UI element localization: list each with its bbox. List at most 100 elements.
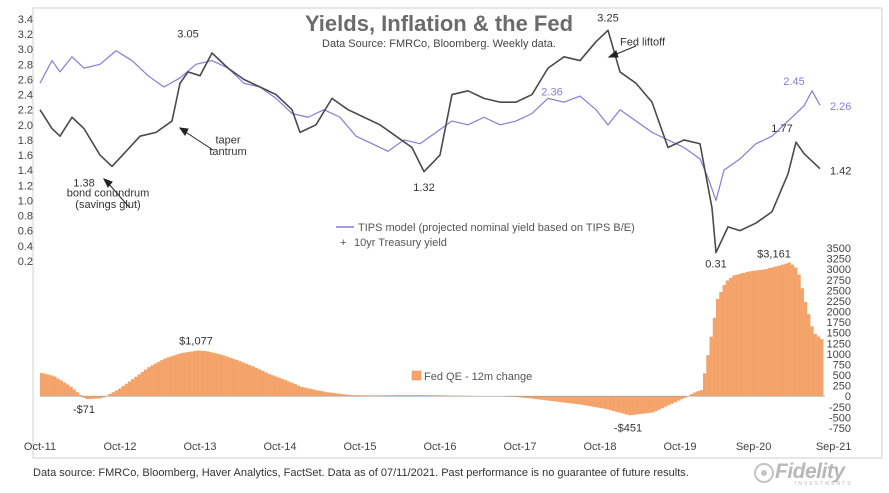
qe-bar: [88, 396, 93, 399]
bond-conundrum-arrow: [107, 182, 131, 209]
qe-bar: [602, 396, 606, 409]
qe-bar: [725, 280, 730, 397]
qe-bar: [592, 396, 596, 407]
qe-bar: [118, 388, 122, 397]
qe-bar: [296, 385, 301, 397]
qe-bar: [738, 273, 743, 397]
qe-bar: [420, 394, 424, 397]
qe-bar: [654, 396, 658, 412]
x-tick-label: Oct-16: [423, 441, 456, 453]
qe-bar: [361, 395, 366, 397]
qe-bar: [820, 339, 824, 397]
qe-bar: [85, 396, 89, 400]
qe-bar: [111, 392, 115, 397]
qe-bar: [335, 393, 340, 397]
yield-annotation: Fed liftoff: [620, 37, 666, 49]
qe-bar: [599, 396, 603, 409]
plot-frame: [32, 7, 883, 459]
qe-bar: [62, 382, 67, 397]
qe-bar: [231, 358, 236, 397]
qe-bar: [189, 351, 193, 397]
qe-tick-label: 2000: [827, 307, 851, 319]
legend-tips-label: TIPS model (projected nominal yield base…: [358, 222, 635, 234]
yield-tick-label: 2.2: [18, 105, 33, 117]
qe-bar: [53, 376, 57, 397]
legend-tips: TIPS model (projected nominal yield base…: [336, 222, 635, 234]
qe-bar: [371, 395, 375, 397]
qe-bar: [241, 362, 245, 397]
qe-bar: [394, 394, 398, 397]
qe-bar: [153, 363, 158, 397]
qe-bar: [400, 394, 405, 397]
legend-qe: Fed QE - 12m change: [411, 370, 532, 383]
qe-bar: [628, 396, 632, 416]
qe-bar: [677, 396, 681, 401]
qe-annotation: $3,161: [757, 248, 791, 260]
qe-bar: [612, 396, 616, 412]
qe-bar: [59, 380, 63, 397]
qe-bar: [524, 396, 528, 398]
qe-bar: [430, 395, 434, 397]
qe-bar: [667, 396, 671, 406]
qe-bar: [550, 396, 554, 402]
yield-tick-label: 2.8: [18, 59, 33, 71]
qe-tick-label: 2500: [827, 285, 851, 297]
qe-bar: [781, 264, 785, 397]
qe-bar: [641, 396, 645, 414]
x-tick-label: Oct-14: [263, 441, 296, 453]
qe-bar: [735, 274, 739, 397]
qe-bar: [807, 314, 811, 397]
qe-axis: 3500325030002750250022502000175015001250…: [827, 243, 851, 435]
qe-bar: [530, 396, 535, 399]
qe-bar: [703, 373, 707, 397]
qe-bar: [758, 269, 762, 397]
qe-bar: [82, 396, 86, 398]
qe-bar: [283, 380, 288, 397]
qe-bar: [540, 396, 544, 400]
footer-source-note: Data source: FMRCo, Bloomberg, Haver Ana…: [33, 467, 689, 479]
qe-bar: [407, 394, 411, 397]
qe-bar: [664, 396, 668, 407]
taper-tantrum-arrowhead: [178, 127, 189, 136]
qe-bar: [761, 269, 765, 397]
qe-bar: [222, 355, 226, 397]
yield-tick-label: 2.4: [18, 90, 33, 102]
qe-bar: [134, 376, 138, 397]
qe-bar: [202, 350, 206, 397]
qe-bar: [517, 396, 522, 398]
qe-bar: [92, 396, 96, 399]
x-tick-label: Oct-12: [103, 441, 136, 453]
qe-bar: [423, 395, 427, 397]
qe-bar: [543, 396, 548, 401]
yield-tick-label: 0.8: [18, 211, 33, 223]
x-axis: Oct-11 Oct-12 Oct-13 Oct-14 Oct-15 Oct-16 Oct-…: [24, 441, 851, 453]
qe-bar: [582, 396, 587, 406]
qe-bar: [140, 371, 145, 397]
qe-bar: [384, 395, 388, 397]
qe-bar: [729, 277, 733, 397]
qe-bar: [456, 395, 460, 397]
qe-bar: [755, 270, 759, 397]
qe-bar: [79, 394, 83, 397]
qe-bar: [186, 352, 190, 397]
qe-tick-label: -250: [829, 402, 851, 414]
qe-bar: [280, 378, 284, 397]
qe-bar: [787, 262, 791, 397]
qe-bar: [163, 358, 167, 397]
x-tick-label: Oct-18: [583, 441, 616, 453]
tips-model-line: [39, 50, 821, 202]
qe-bar: [205, 351, 210, 397]
qe-bar: [553, 396, 557, 402]
qe-bar: [342, 394, 346, 397]
qe-bar: [368, 395, 372, 397]
qe-bar: [131, 379, 135, 397]
qe-bar: [345, 394, 349, 397]
qe-bar: [404, 394, 408, 397]
qe-bar: [365, 395, 369, 397]
qe-tick-label: 3000: [827, 264, 851, 276]
qe-annotation: $1,077: [179, 336, 213, 348]
qe-bar: [790, 264, 795, 397]
qe-bar: [547, 396, 551, 401]
x-tick-label: Sep-20: [736, 441, 771, 453]
qe-bar: [199, 350, 203, 397]
